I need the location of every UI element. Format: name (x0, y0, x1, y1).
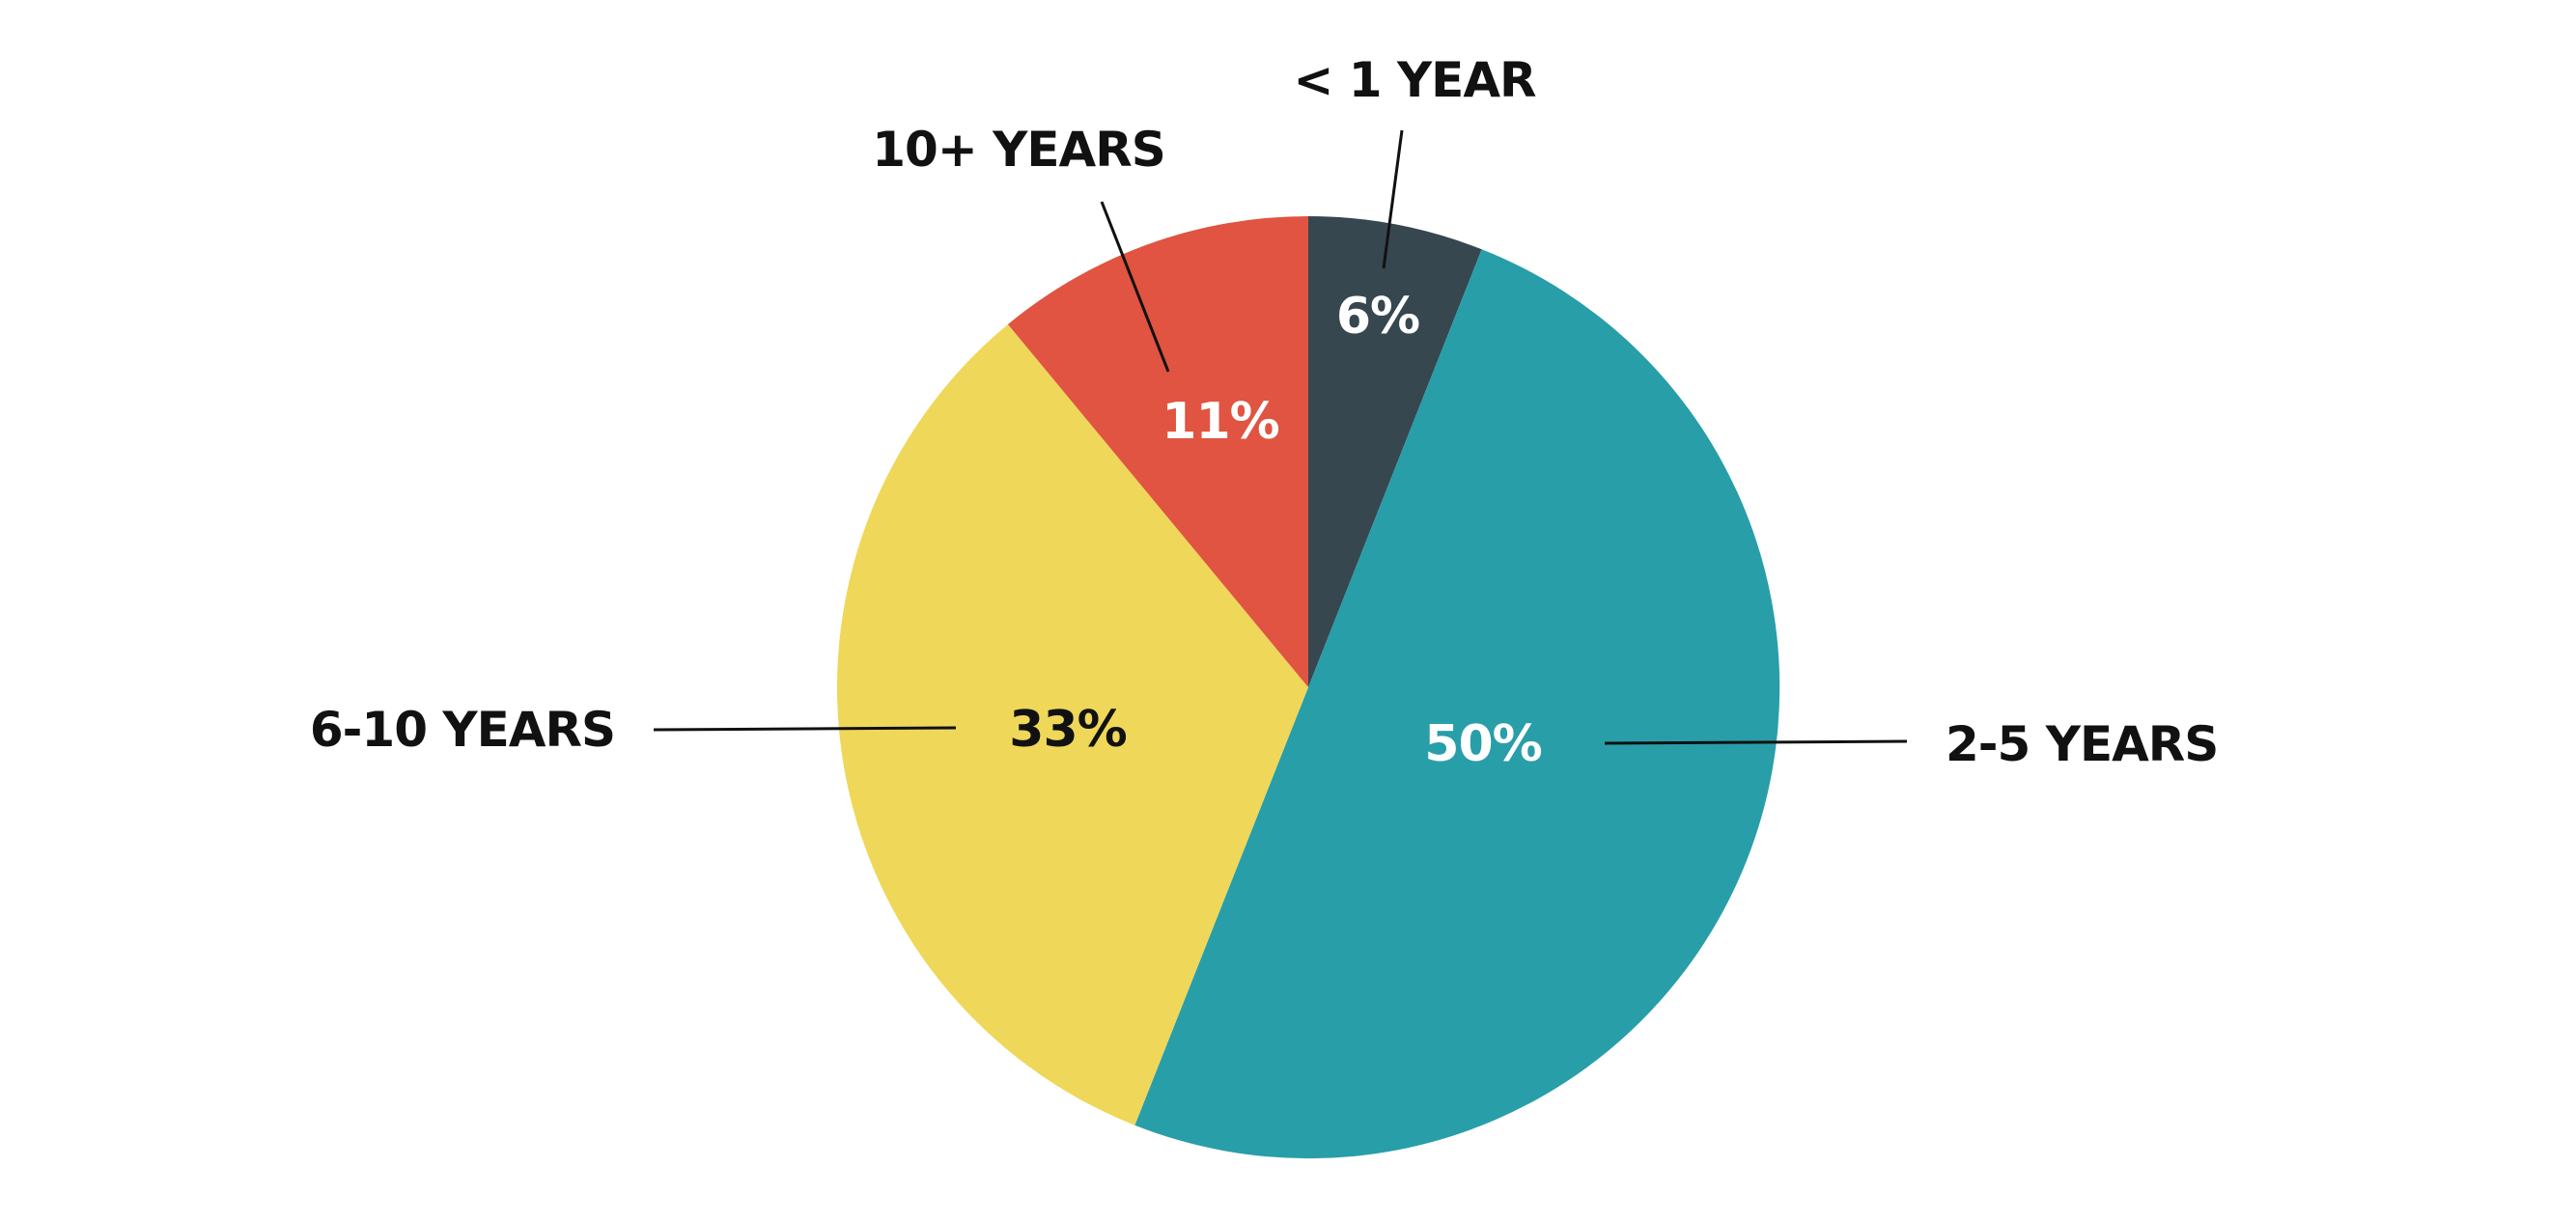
value-label-lt-1-year: 6% (1336, 288, 1419, 346)
leader-line-10-plus-years (1100, 201, 1170, 373)
category-label-2-5-years: 2-5 YEARS (1946, 716, 2218, 772)
leader-line-lt-1-year (1382, 129, 1404, 269)
pie-slice-10-plus-years (1007, 216, 1308, 687)
category-label-10-plus-years: 10+ YEARS (872, 122, 1164, 178)
pie-slice-2-5-years (1134, 249, 1780, 1159)
leader-line-2-5-years (1604, 739, 1908, 745)
category-label-6-10-years: 6-10 YEARS (310, 702, 615, 758)
category-label-lt-1-year: < 1 YEAR (1293, 52, 1536, 108)
value-label-10-plus-years: 11% (1162, 393, 1278, 451)
pie-slice-lt-1-year (1308, 216, 1482, 687)
pie-slices (837, 216, 1780, 1159)
value-label-2-5-years: 50% (1424, 715, 1541, 773)
leader-lines (653, 129, 1908, 745)
value-label-6-10-years: 33% (1009, 701, 1126, 759)
leader-line-6-10-years (653, 726, 957, 732)
pie-slice-6-10-years (837, 323, 1308, 1126)
category-labels: < 1 YEAR 2-5 YEARS 6-10 YEARS 10+ YEARS (310, 52, 2219, 772)
value-labels: 6% 50% 33% 11% (1009, 288, 1542, 773)
